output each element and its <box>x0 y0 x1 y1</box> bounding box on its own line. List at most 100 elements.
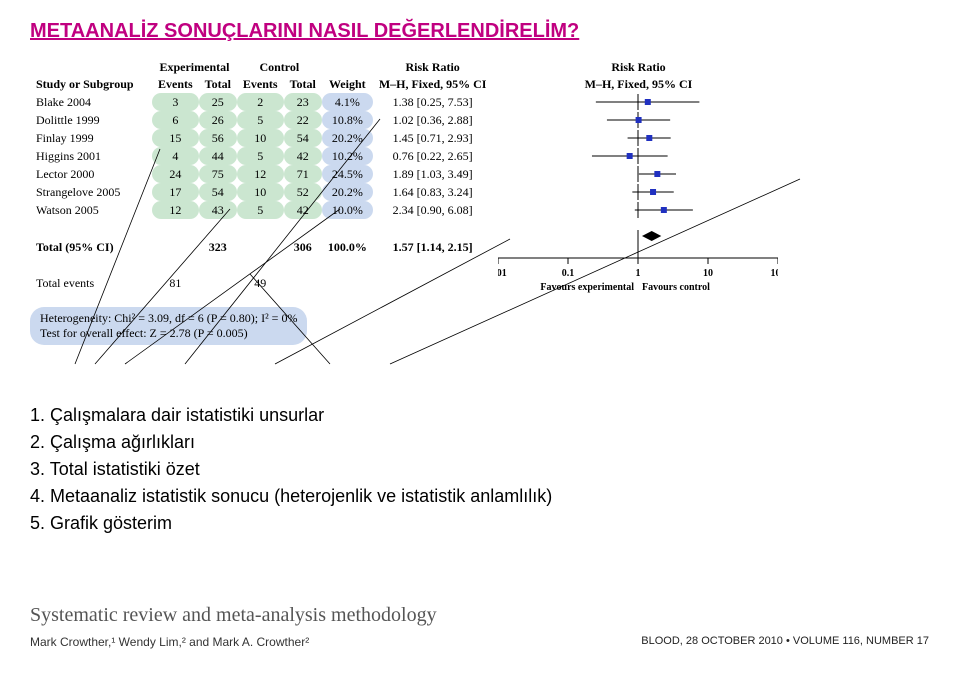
footer-title: Systematic review and meta-analysis meth… <box>30 604 929 627</box>
ctrl-events: 5 <box>237 147 284 165</box>
note-4: 4. Metaanaliz istatistik sonucu (heteroj… <box>30 486 929 507</box>
ctrl-total: 71 <box>284 165 322 183</box>
study-name: Strangelove 2005 <box>30 183 152 201</box>
study-row: Blake 20043252234.1%1.38 [0.25, 7.53] <box>30 93 784 111</box>
exp-total: 25 <box>199 93 237 111</box>
study-row: Strangelove 20051754105220.2%1.64 [0.83,… <box>30 183 784 201</box>
ctrl-events: 12 <box>237 165 284 183</box>
svg-text:10: 10 <box>703 268 713 279</box>
weight: 4.1% <box>322 93 373 111</box>
note-2: 2. Çalışma ağırlıkları <box>30 432 929 453</box>
weight: 10.2% <box>322 147 373 165</box>
ctrl-total: 54 <box>284 129 322 147</box>
svg-text:100: 100 <box>771 268 779 279</box>
hdr-study: Study or Subgroup <box>30 76 152 93</box>
forest-row-plot <box>492 111 784 129</box>
forest-row-plot <box>492 201 784 219</box>
exp-events: 4 <box>152 147 199 165</box>
study-name: Lector 2000 <box>30 165 152 183</box>
study-row: Watson 2005124354210.0%2.34 [0.90, 6.08] <box>30 201 784 219</box>
total-rr: 1.57 [1.14, 2.15] <box>373 229 493 265</box>
exp-events: 24 <box>152 165 199 183</box>
hdr-ctrl-total: Total <box>284 76 322 93</box>
forest-total-plot: 0.010.1110100 Favours experimental Favou… <box>498 230 778 300</box>
hdr-exp-events: Events <box>152 76 199 93</box>
hdr-mh: M–H, Fixed, 95% CI <box>373 76 493 93</box>
exp-total: 75 <box>199 165 237 183</box>
total-exp-events: 81 <box>152 265 199 301</box>
weight: 24.5% <box>322 165 373 183</box>
weight: 20.2% <box>322 129 373 147</box>
study-name: Finlay 1999 <box>30 129 152 147</box>
ctrl-total: 23 <box>284 93 322 111</box>
hdr-rr2: Risk Ratio <box>492 59 784 76</box>
study-row: Dolittle 199962652210.8%1.02 [0.36, 2.88… <box>30 111 784 129</box>
risk-ratio: 1.38 [0.25, 7.53] <box>373 93 493 111</box>
ctrl-total: 42 <box>284 201 322 219</box>
heterogeneity-line2: Test for overall effect: Z = 2.78 (P = 0… <box>40 326 297 341</box>
exp-total: 44 <box>199 147 237 165</box>
exp-events: 3 <box>152 93 199 111</box>
exp-events: 15 <box>152 129 199 147</box>
exp-total: 26 <box>199 111 237 129</box>
footer-citation: BLOOD, 28 OCTOBER 2010 • VOLUME 116, NUM… <box>641 635 929 647</box>
svg-text:Favours control: Favours control <box>642 282 710 293</box>
notes-list: 1. Çalışmalara dair istatistiki unsurlar… <box>30 405 929 534</box>
svg-text:Favours experimental: Favours experimental <box>541 282 635 293</box>
exp-events: 12 <box>152 201 199 219</box>
svg-text:0.1: 0.1 <box>562 268 575 279</box>
hdr-control: Control <box>237 59 322 76</box>
risk-ratio: 1.02 [0.36, 2.88] <box>373 111 493 129</box>
ctrl-events: 5 <box>237 111 284 129</box>
footer: Systematic review and meta-analysis meth… <box>30 604 929 649</box>
ctrl-total: 52 <box>284 183 322 201</box>
total-ctrl-events: 49 <box>237 265 284 301</box>
ctrl-events: 5 <box>237 201 284 219</box>
risk-ratio: 1.89 [1.03, 3.49] <box>373 165 493 183</box>
ctrl-total: 42 <box>284 147 322 165</box>
svg-text:1: 1 <box>636 268 641 279</box>
forest-table: Experimental Control Risk Ratio Risk Rat… <box>30 59 784 301</box>
forest-row-plot <box>492 147 784 165</box>
forest-row-plot <box>492 183 784 201</box>
ctrl-events: 2 <box>237 93 284 111</box>
page-title: METAANALİZ SONUÇLARINI NASIL DEĞERLENDİR… <box>30 20 929 43</box>
total-ctrl-total: 306 <box>284 229 322 265</box>
exp-total: 56 <box>199 129 237 147</box>
study-row: Lector 20002475127124.5%1.89 [1.03, 3.49… <box>30 165 784 183</box>
forest-row-plot <box>492 165 784 183</box>
heterogeneity-box: Heterogeneity: Chi² = 3.09, df = 6 (P = … <box>30 303 929 345</box>
note-1: 1. Çalışmalara dair istatistiki unsurlar <box>30 405 929 426</box>
forest-row-plot <box>492 93 784 111</box>
note-5: 5. Grafik gösterim <box>30 513 929 534</box>
exp-total: 43 <box>199 201 237 219</box>
forest-row-plot <box>492 129 784 147</box>
study-name: Watson 2005 <box>30 201 152 219</box>
total-weight: 100.0% <box>322 229 373 265</box>
study-name: Blake 2004 <box>30 93 152 111</box>
hdr-weight: Weight <box>322 76 373 93</box>
study-row: Finlay 19991556105420.2%1.45 [0.71, 2.93… <box>30 129 784 147</box>
weight: 10.8% <box>322 111 373 129</box>
exp-events: 6 <box>152 111 199 129</box>
risk-ratio: 1.45 [0.71, 2.93] <box>373 129 493 147</box>
study-row: Higgins 200144454210.2%0.76 [0.22, 2.65] <box>30 147 784 165</box>
hdr-rr1: Risk Ratio <box>373 59 493 76</box>
ctrl-events: 10 <box>237 129 284 147</box>
hdr-exp-total: Total <box>199 76 237 93</box>
weight: 10.0% <box>322 201 373 219</box>
hdr-mh2: M–H, Fixed, 95% CI <box>492 76 784 93</box>
study-name: Higgins 2001 <box>30 147 152 165</box>
ctrl-total: 22 <box>284 111 322 129</box>
exp-total: 54 <box>199 183 237 201</box>
risk-ratio: 1.64 [0.83, 3.24] <box>373 183 493 201</box>
total-label: Total (95% CI) <box>30 229 152 265</box>
forest-plot-wrapper: Experimental Control Risk Ratio Risk Rat… <box>30 59 929 345</box>
hdr-experimental: Experimental <box>152 59 237 76</box>
total-exp-total: 323 <box>199 229 237 265</box>
note-3: 3. Total istatistiki özet <box>30 459 929 480</box>
risk-ratio: 2.34 [0.90, 6.08] <box>373 201 493 219</box>
study-name: Dolittle 1999 <box>30 111 152 129</box>
risk-ratio: 0.76 [0.22, 2.65] <box>373 147 493 165</box>
weight: 20.2% <box>322 183 373 201</box>
